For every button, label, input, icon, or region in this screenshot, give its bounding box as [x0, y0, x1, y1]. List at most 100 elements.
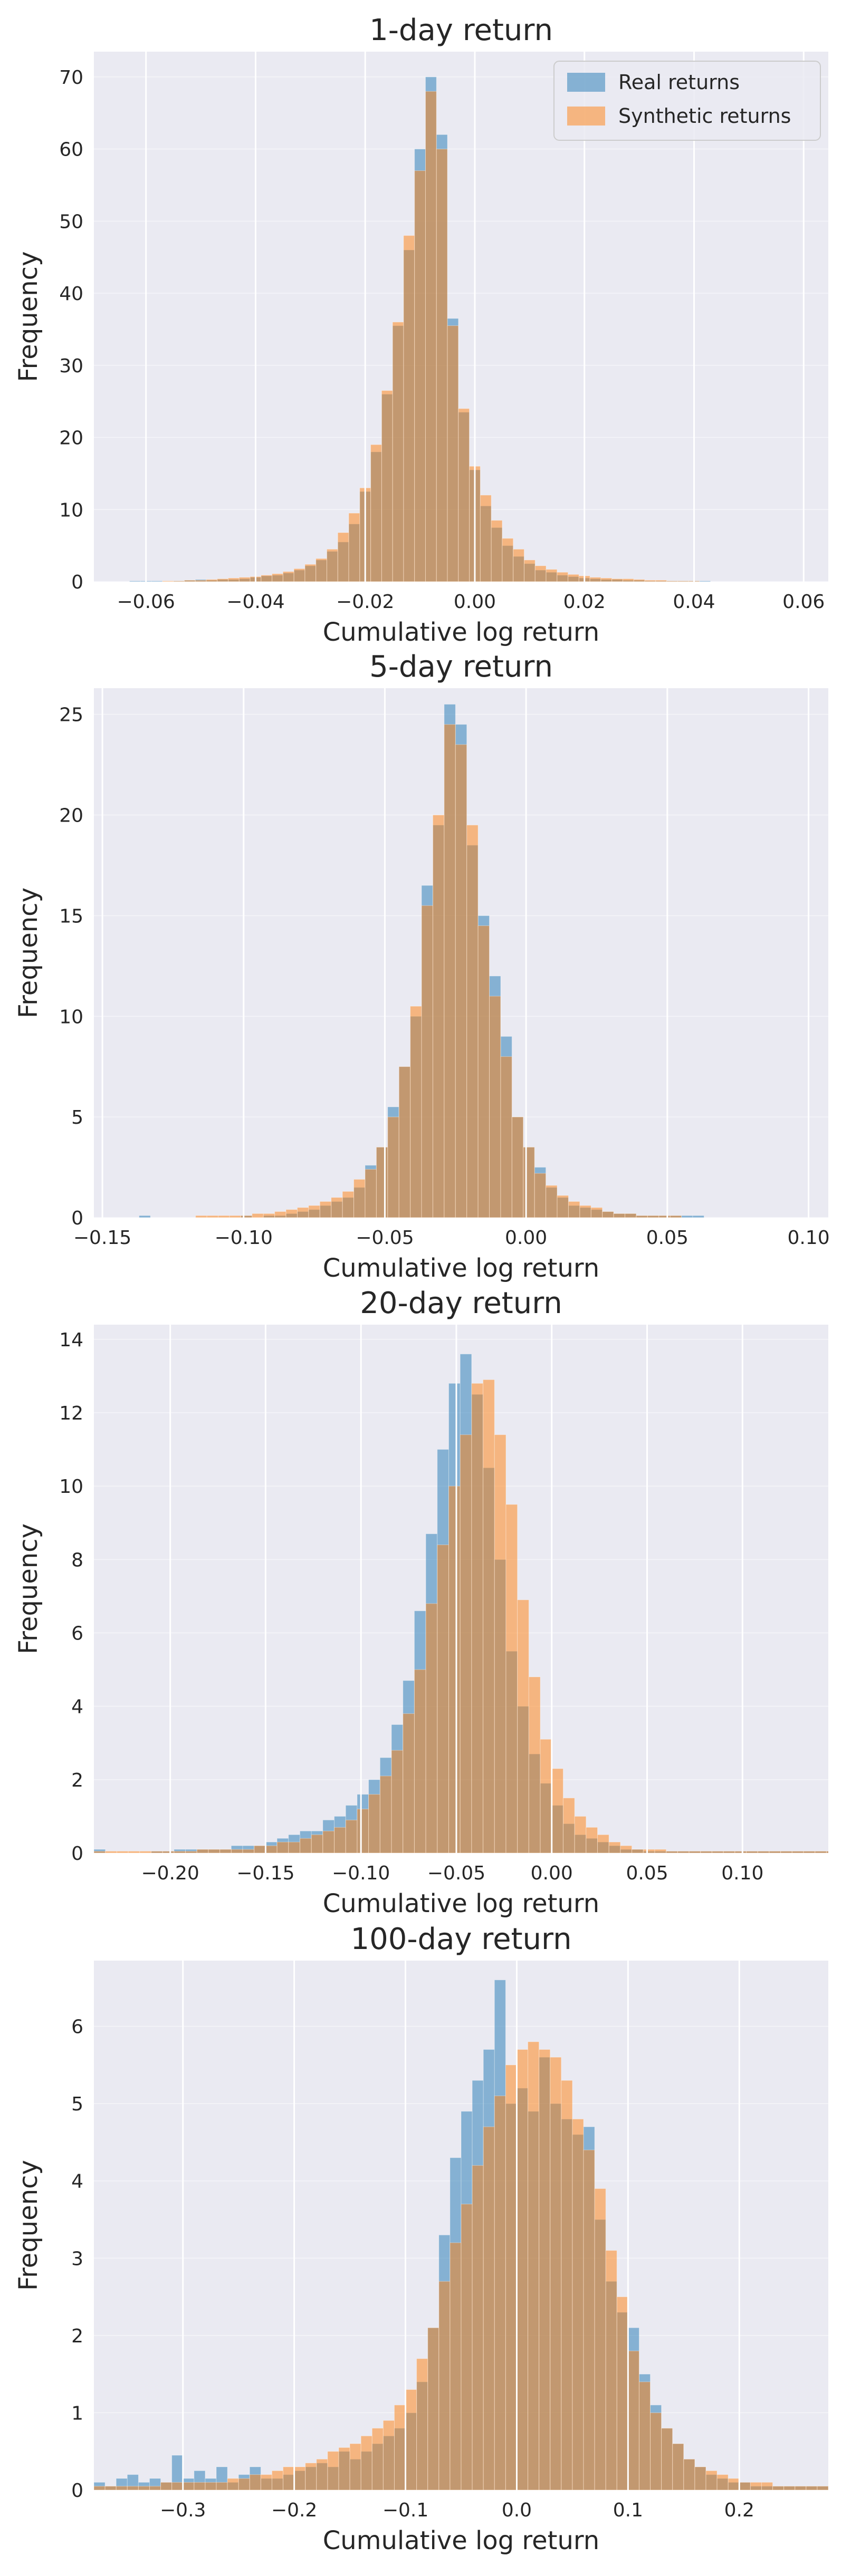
bar-synthetic	[650, 2412, 662, 2490]
legend-swatch-real	[567, 73, 605, 92]
bar-synthetic	[403, 235, 415, 582]
bar-synthetic	[458, 408, 470, 582]
bar-synthetic	[238, 2478, 250, 2490]
x-axis-label: Cumulative log return	[323, 618, 599, 647]
bar-synthetic	[620, 1845, 633, 1853]
bar-synthetic	[505, 2064, 517, 2490]
bars-group	[94, 1980, 828, 2490]
bar-synthetic	[557, 1195, 569, 1218]
bar-synthetic	[260, 2474, 272, 2490]
bar-synthetic	[590, 1207, 603, 1218]
bar-synthetic	[240, 1215, 253, 1218]
bar-synthetic	[345, 1819, 358, 1853]
bar-synthetic	[534, 565, 547, 582]
bar-synthetic	[195, 580, 207, 582]
bar-synthetic	[574, 1816, 587, 1853]
bar-synthetic	[562, 1798, 575, 1853]
x-tick-label: 0.2	[724, 2500, 754, 2521]
bar-synthetic	[228, 577, 240, 582]
bar-synthetic	[421, 905, 433, 1218]
bar-synthetic	[410, 1006, 422, 1218]
bar-synthetic	[254, 1845, 266, 1853]
bar-synthetic	[672, 2443, 684, 2490]
y-tick-label: 25	[59, 705, 83, 726]
bar-synthetic	[511, 1116, 524, 1218]
bar-synthetic	[217, 578, 229, 582]
chart-title: 20-day return	[360, 1286, 562, 1320]
chart-panel-2: −0.15 −0.10 −0.05 0.00 0.05 0.10 0 5 10 15 20 25 5-d…	[14, 650, 830, 1283]
legend-label: Synthetic returns	[618, 104, 791, 128]
bar-synthetic	[616, 2297, 628, 2490]
bar-synthetic	[160, 2482, 173, 2490]
bar-synthetic	[116, 2486, 128, 2490]
bar-synthetic	[357, 1809, 369, 1853]
bar-synthetic	[282, 571, 294, 582]
bar-synthetic	[391, 1750, 404, 1853]
bar-synthetic	[436, 149, 448, 582]
bar-synthetic	[370, 444, 382, 582]
x-tick-label: −0.2	[271, 2500, 317, 2521]
bars-group	[139, 704, 704, 1218]
y-tick-label: 4	[71, 1696, 83, 1718]
bar-synthetic	[750, 2482, 762, 2490]
bar-synthetic	[838, 1851, 849, 1853]
bar-synthetic	[461, 2204, 473, 2490]
bar-synthetic	[299, 1838, 312, 1853]
x-tick-label: 0.1	[613, 2500, 643, 2521]
x-axis-label: Cumulative log return	[323, 1889, 599, 1918]
bar-synthetic	[185, 1851, 197, 1853]
bar-synthetic	[261, 575, 273, 582]
bar-synthetic	[405, 2389, 417, 2490]
bar-synthetic	[528, 1676, 541, 1853]
bar-synthetic	[803, 1851, 816, 1853]
bar-synthetic	[644, 580, 656, 582]
bar-synthetic	[494, 2095, 506, 2490]
y-axis-label: Frequency	[14, 252, 43, 382]
bar-synthetic	[557, 572, 569, 582]
y-tick-label: 14	[59, 1329, 83, 1351]
x-tick-label: 0.10	[787, 1227, 829, 1249]
bar-synthetic	[322, 1830, 335, 1853]
bar-synthetic	[723, 1851, 735, 1853]
bar-synthetic	[658, 1215, 671, 1218]
bar-synthetic	[327, 2451, 339, 2490]
bar-synthetic	[414, 170, 426, 582]
bar-synthetic	[817, 2486, 828, 2490]
bar-synthetic	[611, 578, 623, 582]
bar-synthetic	[502, 538, 514, 582]
bar-synthetic	[579, 1205, 591, 1218]
x-tick-label: −0.10	[332, 1863, 390, 1884]
bar-synthetic	[716, 2474, 729, 2490]
bar-synthetic	[293, 568, 305, 582]
bar-synthetic	[360, 2435, 372, 2490]
bar-synthetic	[568, 1201, 580, 1218]
bar-synthetic	[627, 2350, 639, 2490]
x-tick-label: −0.02	[336, 591, 394, 613]
y-axis-label: Frequency	[14, 1523, 43, 1654]
bar-synthetic	[783, 2486, 796, 2490]
bar-synthetic	[471, 1383, 484, 1853]
bar-synthetic	[416, 2358, 428, 2490]
bar-synthetic	[297, 1207, 309, 1218]
y-tick-label: 0	[71, 2480, 83, 2502]
bar-synthetic	[734, 1851, 747, 1853]
bar-synthetic	[208, 1849, 221, 1853]
y-tick-label: 5	[71, 1107, 83, 1128]
x-tick-label: −0.06	[117, 591, 175, 613]
bar-synthetic	[517, 1599, 529, 1853]
bar-synthetic	[472, 2165, 484, 2490]
bar-synthetic	[128, 1851, 140, 1853]
bar-synthetic	[523, 559, 536, 582]
bar-synthetic	[392, 322, 404, 582]
bar-synthetic	[387, 1116, 399, 1218]
bar-synthetic	[483, 2126, 495, 2490]
bar-synthetic	[516, 2049, 529, 2490]
bar-synthetic	[334, 1827, 346, 1853]
x-tick-label: −0.3	[160, 2500, 206, 2521]
bar-synthetic	[432, 815, 445, 1218]
y-axis-label: Frequency	[14, 887, 43, 1018]
bar-synthetic	[791, 1851, 804, 1853]
x-tick-label: 0.05	[646, 1227, 689, 1249]
bar-synthetic	[285, 1209, 298, 1218]
